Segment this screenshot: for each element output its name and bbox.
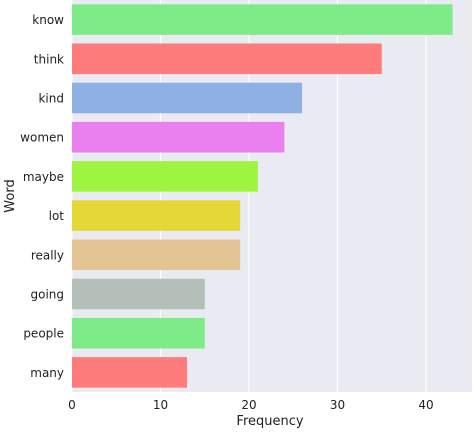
y-tick-label: think — [34, 52, 64, 66]
y-tick-label: kind — [38, 92, 64, 106]
x-tick-label: 0 — [68, 398, 76, 412]
x-tick-labels: 0 10 20 30 40 — [68, 398, 433, 412]
y-tick-labels: know think kind women maybe lot really going peo… — [20, 13, 64, 380]
x-tick-label: 40 — [418, 398, 433, 412]
y-tick-label: maybe — [23, 170, 64, 184]
bar-women — [72, 121, 285, 153]
bar-lot — [72, 200, 241, 231]
bars — [72, 4, 453, 388]
y-tick-label: really — [31, 248, 64, 262]
y-tick-label: going — [30, 288, 64, 302]
bar-people — [72, 317, 205, 349]
bar-kind — [72, 82, 303, 114]
bar-think — [72, 43, 382, 75]
y-tick-label: people — [23, 327, 64, 341]
y-axis-label: Word — [3, 179, 18, 212]
x-tick-label: 30 — [330, 398, 345, 412]
x-axis-label: Frequency — [236, 414, 303, 429]
y-tick-label: lot — [49, 209, 65, 223]
x-tick-label: 10 — [153, 398, 168, 412]
bar-many — [72, 357, 188, 388]
y-tick-label: many — [30, 366, 64, 380]
bar-know — [72, 4, 453, 35]
y-tick-label: know — [32, 13, 64, 27]
y-tick-label: women — [20, 131, 64, 145]
bar-really — [72, 239, 241, 271]
bar-maybe — [72, 161, 258, 192]
x-tick-label: 20 — [241, 398, 256, 412]
bar-going — [72, 278, 205, 310]
